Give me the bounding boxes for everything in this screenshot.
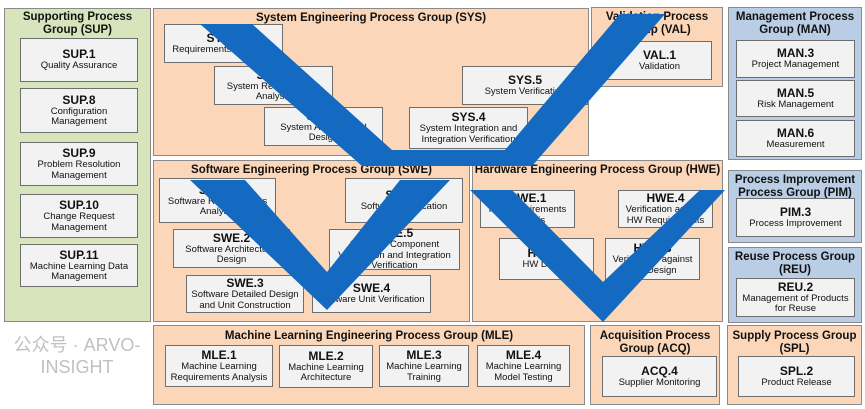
process-box[interactable]: MLE.4 Machine Learning Model Testing <box>477 345 570 387</box>
group-title: Software Engineering Process Group (SWE) <box>191 164 432 176</box>
process-code: VAL.1 <box>642 47 677 62</box>
process-name: Validation <box>638 60 681 72</box>
process-box[interactable]: MLE.3 Machine Learning Training <box>379 345 469 387</box>
process-name: Software Architectural Design <box>185 243 278 265</box>
process-code: REU.2 <box>777 279 814 294</box>
group-title: Acquisition Process Group (ACQ) <box>599 330 711 355</box>
process-code: MLE.1 <box>201 348 237 362</box>
hardware-v-shape <box>470 190 725 322</box>
process-box[interactable]: MLE.2 Machine Learning Architecture <box>279 345 373 388</box>
process-code: SUP.10 <box>59 198 99 212</box>
process-code: MLE.2 <box>308 348 344 363</box>
group-title: Hardware Engineering Process Group (HWE) <box>474 164 721 176</box>
process-box[interactable]: SPL.2 Product Release <box>738 356 855 397</box>
process-code: MLE.3 <box>406 348 442 362</box>
process-box[interactable]: SUP.8 Configuration Management <box>20 88 138 133</box>
process-code: SYS.5 <box>507 72 543 87</box>
process-code: SUP.8 <box>62 92 96 107</box>
process-box[interactable]: MLE.1 Machine Learning Requirements Analy… <box>165 345 273 387</box>
process-box[interactable]: SUP.10 Change Request Management <box>20 194 138 238</box>
process-box[interactable]: SUP.1 Quality Assurance <box>20 38 138 82</box>
process-name: Quality Assurance <box>40 60 118 72</box>
process-name: Machine Learning Requirements Analysis <box>170 361 268 383</box>
process-name: Software Unit Verification <box>318 294 425 306</box>
process-name: Problem Resolution Management <box>37 159 121 181</box>
process-box[interactable]: MAN.5 Risk Management <box>736 80 855 117</box>
process-name: Process Improvement <box>749 217 842 229</box>
process-name: Measurement <box>766 138 825 150</box>
process-code: ACQ.4 <box>641 363 678 378</box>
process-code: SWE.3 <box>226 276 264 290</box>
process-code: SUP.9 <box>62 146 96 160</box>
process-code: SWE.2 <box>212 230 251 245</box>
process-name: Configuration Management <box>50 105 108 127</box>
group-title: Reuse Process Group (REU) <box>734 251 856 276</box>
process-code: SYS.4 <box>451 110 486 124</box>
process-name: Risk Management <box>757 98 834 110</box>
process-name: Software Component Verification and Inte… <box>338 239 451 272</box>
process-code: MLE.4 <box>505 348 542 362</box>
group-title: Supply Process Group (SPL) <box>732 330 857 355</box>
process-box[interactable]: SUP.9 Problem Resolution Management <box>20 142 138 186</box>
group-title: Process Improvement Process Group (PIM) <box>734 174 856 199</box>
process-name: Machine Learning Model Testing <box>485 361 562 383</box>
process-code: MAN.6 <box>776 125 815 140</box>
process-box[interactable]: SYS.4 System Integration and Integration … <box>409 107 528 149</box>
group-title: Machine Learning Engineering Process Gro… <box>224 330 514 342</box>
process-name: Software Detailed Design and Unit Constr… <box>191 289 299 311</box>
process-code: SUP.1 <box>62 47 96 62</box>
process-code: PIM.3 <box>779 204 812 219</box>
process-box[interactable]: REU.2 Management of Products for Reuse <box>736 278 855 317</box>
process-name: Supplier Monitoring <box>618 376 701 388</box>
system-v-shape <box>200 14 665 166</box>
process-box[interactable]: PIM.3 Process Improvement <box>736 198 855 237</box>
process-name: Machine Learning Training <box>386 361 462 383</box>
process-code: SPL.2 <box>779 363 814 378</box>
watermark: 公众号 · ARVO-INSIGHT <box>13 335 141 377</box>
process-name: Management of Products for Reuse <box>742 292 849 314</box>
process-name: Verification against HW Requirements <box>625 204 706 226</box>
process-name: Product Release <box>761 376 832 388</box>
process-box[interactable]: MAN.6 Measurement <box>736 120 855 157</box>
process-box[interactable]: ACQ.4 Supplier Monitoring <box>602 356 717 397</box>
process-name: Machine Learning Architecture <box>288 361 364 383</box>
process-code: MAN.3 <box>776 46 815 61</box>
process-box[interactable]: MAN.3 Project Management <box>736 40 855 78</box>
group-title: System Engineering Process Group (SYS) <box>255 12 487 24</box>
process-code: SWE.4 <box>352 281 391 296</box>
process-box[interactable]: SWE.3 Software Detailed Design and Unit C… <box>186 275 304 313</box>
process-box[interactable]: SUP.11 Machine Learning Data Management <box>20 244 138 287</box>
process-name: System Verification <box>484 85 566 97</box>
process-name: Project Management <box>751 59 840 71</box>
process-code: MAN.5 <box>776 85 815 100</box>
process-name: Machine Learning Data Management <box>29 260 129 282</box>
process-code: SUP.11 <box>59 247 99 262</box>
process-name: System Integration and Integration Verif… <box>419 123 518 145</box>
group-title: Management Process Group (MAN) <box>735 11 855 36</box>
software-v-shape <box>190 180 450 310</box>
process-name: Change Request Management <box>43 211 115 233</box>
group-title: Supporting Process Group (SUP) <box>22 11 133 36</box>
process-name: Requirements Elicitation <box>172 43 275 55</box>
process-code: HWE.4 <box>646 191 685 205</box>
